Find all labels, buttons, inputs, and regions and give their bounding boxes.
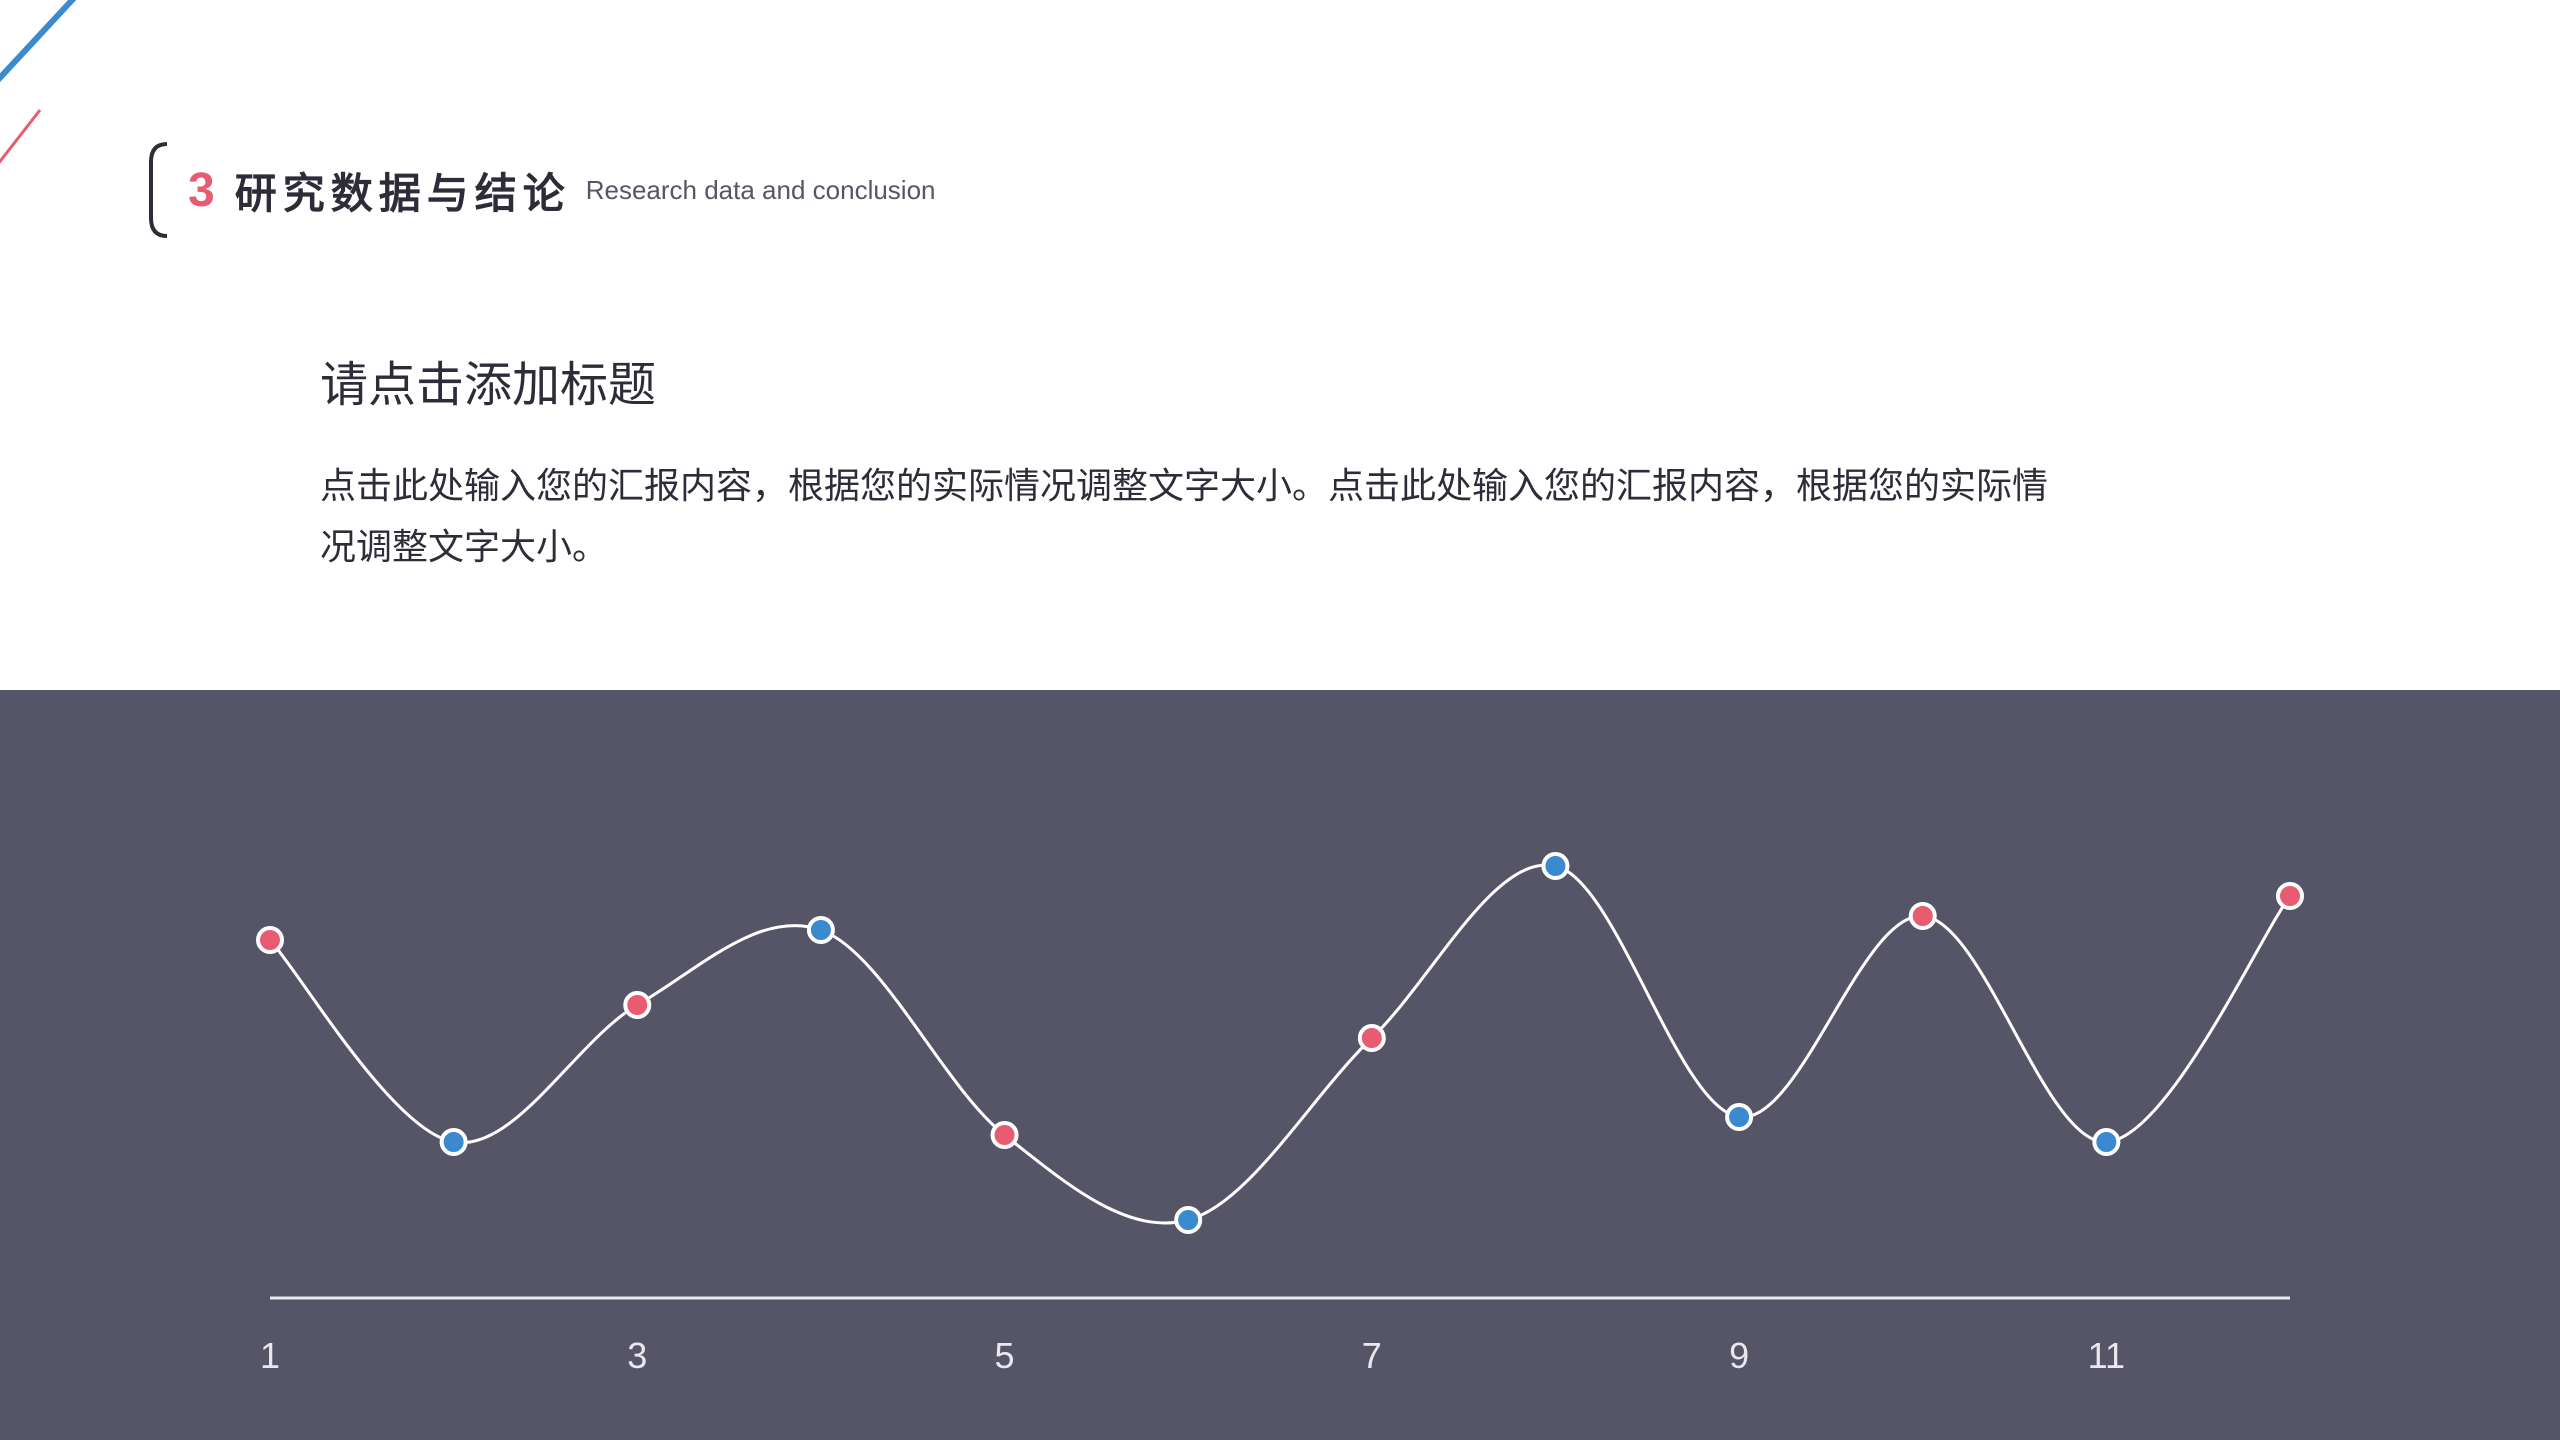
content-body: 点击此处输入您的汇报内容，根据您的实际情况调整文字大小。点击此处输入您的汇报内容… — [320, 455, 2080, 577]
axis-label: 9 — [1729, 1335, 1749, 1377]
section-number: 3 — [188, 163, 215, 218]
chart-marker — [993, 1123, 1017, 1147]
chart-marker — [258, 928, 282, 952]
chart-marker — [625, 993, 649, 1017]
chart-marker — [2094, 1130, 2118, 1154]
section-title-cn: 研究数据与结论 — [235, 160, 571, 221]
line-chart — [0, 690, 2560, 1440]
axis-label: 5 — [995, 1335, 1015, 1377]
chart-marker — [1360, 1026, 1384, 1050]
axis-label: 1 — [260, 1335, 280, 1377]
chart-marker — [1727, 1105, 1751, 1129]
axis-label: 3 — [627, 1335, 647, 1377]
header-bracket-icon — [145, 140, 173, 240]
content-block: 请点击添加标题 点击此处输入您的汇报内容，根据您的实际情况调整文字大小。点击此处… — [320, 345, 2080, 577]
section-header: 3 研究数据与结论 Research data and conclusion — [145, 140, 936, 240]
chart-marker — [442, 1130, 466, 1154]
slide-root: 3 研究数据与结论 Research data and conclusion 请… — [0, 0, 2560, 1440]
chart-area: 1 3 5 7 9 11 — [0, 690, 2560, 1440]
axis-label: 11 — [2088, 1335, 2125, 1377]
chart-marker — [1176, 1208, 1200, 1232]
content-title: 请点击添加标题 — [320, 345, 2080, 415]
chart-marker — [1543, 854, 1567, 878]
chart-marker — [809, 918, 833, 942]
axis-label: 7 — [1362, 1335, 1382, 1377]
chart-marker — [1911, 904, 1935, 928]
chart-marker — [2278, 884, 2302, 908]
section-title-en: Research data and conclusion — [586, 175, 936, 206]
